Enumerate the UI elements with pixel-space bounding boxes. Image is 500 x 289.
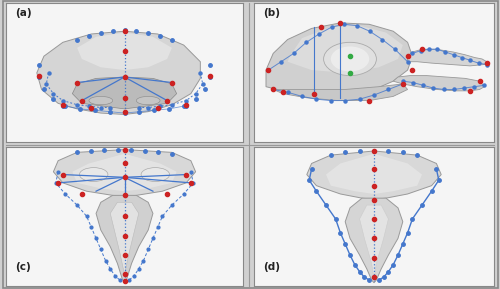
Text: (a): (a) [16,8,32,18]
Ellipse shape [324,42,376,76]
Text: (b): (b) [264,8,280,18]
Polygon shape [72,77,176,109]
Ellipse shape [89,97,112,105]
Ellipse shape [80,168,108,181]
Polygon shape [110,202,138,275]
Polygon shape [266,23,412,94]
Polygon shape [273,84,407,101]
Ellipse shape [141,168,170,181]
Polygon shape [77,33,172,70]
Polygon shape [326,154,422,194]
Polygon shape [408,49,487,66]
Polygon shape [54,150,196,197]
Polygon shape [72,154,176,191]
Polygon shape [360,205,388,279]
Polygon shape [96,195,153,283]
Polygon shape [37,31,200,114]
Polygon shape [288,26,403,73]
Polygon shape [393,76,484,91]
Ellipse shape [136,97,160,105]
Text: (c): (c) [16,262,31,272]
Ellipse shape [331,47,369,71]
Text: (d): (d) [264,262,280,272]
Polygon shape [345,198,403,283]
Polygon shape [307,151,441,199]
